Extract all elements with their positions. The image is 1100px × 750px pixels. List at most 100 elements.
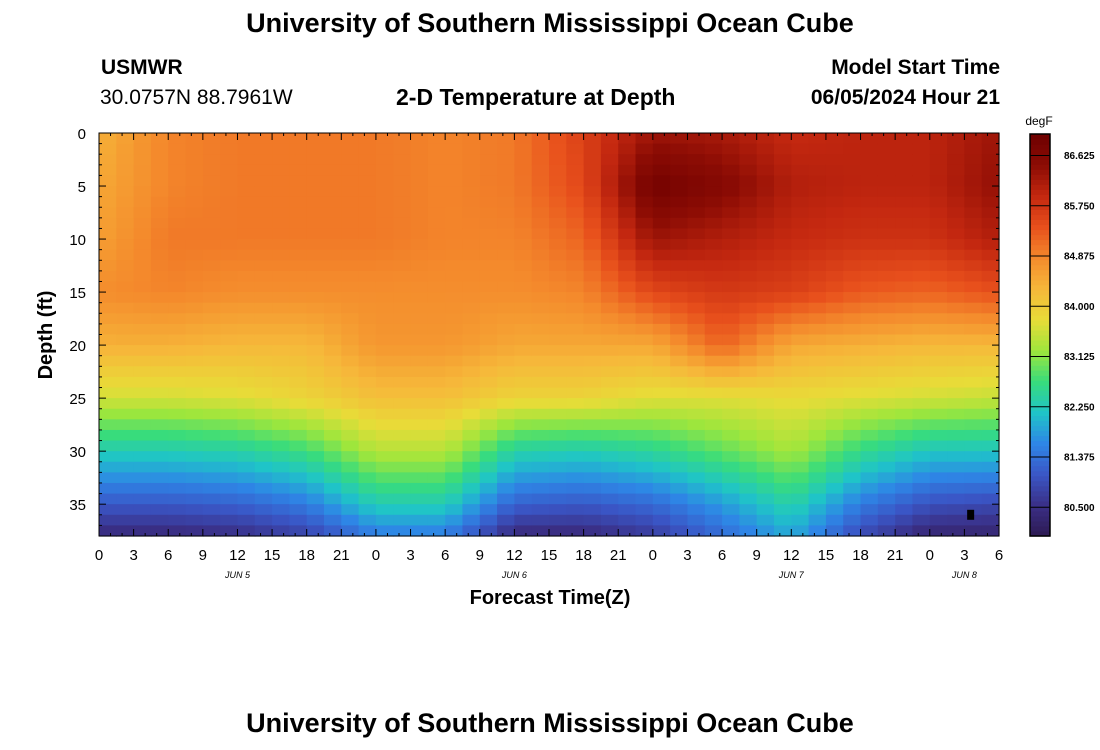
heatmap-cell: [739, 355, 758, 367]
heatmap-cell: [808, 249, 827, 261]
x-tick-label: 3: [129, 547, 137, 564]
heatmap-cell: [895, 461, 914, 473]
heatmap-cell: [929, 323, 948, 336]
heatmap-cell: [774, 270, 792, 283]
heatmap-cell: [843, 472, 862, 484]
heatmap-cell: [479, 355, 498, 367]
heatmap-cell: [462, 504, 481, 516]
heatmap-cell: [670, 175, 689, 187]
heatmap-cell: [912, 376, 931, 389]
heatmap-cell: [964, 482, 983, 495]
heatmap-cell: [324, 493, 342, 505]
heatmap-cell: [774, 376, 792, 389]
heatmap-cell: [774, 440, 792, 452]
heatmap-cell: [635, 398, 654, 410]
colorbar-segment: [1030, 375, 1050, 381]
heatmap-cell: [652, 313, 671, 325]
heatmap-cell: [600, 281, 619, 293]
heatmap-cell: [341, 429, 360, 442]
heatmap-cell: [497, 228, 515, 240]
colorbar-segment: [1030, 139, 1050, 145]
heatmap-cell: [722, 292, 740, 304]
heatmap-cell: [375, 429, 394, 442]
heatmap-cell: [445, 186, 464, 198]
heatmap-cell: [410, 525, 429, 537]
heatmap-cell: [479, 133, 498, 145]
heatmap-cell: [462, 143, 481, 155]
heatmap-cell: [133, 504, 152, 516]
heatmap-cell: [981, 525, 1000, 537]
heatmap-cell: [877, 323, 896, 336]
heatmap-cell: [843, 334, 862, 346]
heatmap-cell: [341, 419, 360, 431]
heatmap-cell: [583, 345, 602, 357]
heatmap-cell: [722, 387, 740, 399]
heatmap-cell: [843, 207, 862, 219]
heatmap-cell: [116, 345, 135, 357]
heatmap-cell: [133, 461, 152, 473]
heatmap-cell: [774, 461, 792, 473]
heatmap-cell: [202, 260, 221, 272]
heatmap-cell: [306, 207, 325, 219]
x-tick-label: 21: [887, 547, 904, 564]
heatmap-cell: [618, 334, 637, 346]
heatmap-cell: [549, 366, 567, 378]
heatmap-cell: [791, 133, 810, 145]
heatmap-cell: [652, 408, 671, 420]
heatmap-cell: [237, 270, 256, 283]
heatmap-cell: [652, 249, 671, 261]
heatmap-cell: [981, 376, 1000, 389]
heatmap-cell: [566, 461, 585, 473]
heatmap-cell: [808, 366, 827, 378]
heatmap-cell: [445, 133, 464, 145]
colorbar-unit-label: degF: [1025, 114, 1052, 128]
colorbar-tick-label: 82.250: [1064, 402, 1095, 413]
heatmap-cell: [514, 239, 533, 251]
heatmap-cell: [566, 175, 585, 187]
heatmap-cell: [964, 143, 983, 155]
heatmap-cell: [202, 143, 221, 155]
colorbar-segment: [1030, 440, 1050, 447]
heatmap-cell: [549, 504, 567, 516]
heatmap-cell: [635, 186, 654, 198]
heatmap-cell: [497, 398, 515, 410]
heatmap-cell: [635, 355, 654, 367]
heatmap-cell: [445, 482, 464, 495]
heatmap-cell: [947, 228, 965, 240]
heatmap-cell: [652, 143, 671, 155]
heatmap-cell: [393, 419, 412, 431]
heatmap-cell: [549, 249, 567, 261]
heatmap-cell: [860, 292, 879, 304]
heatmap-cell: [566, 154, 585, 166]
heatmap-cell: [237, 164, 256, 177]
heatmap-cell: [739, 451, 758, 463]
colorbar-segment: [1030, 470, 1050, 477]
heatmap-cell: [739, 440, 758, 452]
heatmap-cell: [843, 429, 862, 442]
heatmap-cell: [739, 302, 758, 314]
heatmap-cell: [237, 133, 256, 145]
heatmap-cell: [341, 196, 360, 208]
heatmap-cell: [808, 345, 827, 357]
heatmap-cell: [704, 461, 723, 473]
heatmap-cell: [220, 514, 239, 526]
heatmap-cell: [358, 270, 377, 283]
heatmap-cell: [652, 440, 671, 452]
heatmap-cell: [168, 419, 187, 431]
heatmap-cell: [860, 249, 879, 261]
heatmap-cell: [341, 228, 360, 240]
heatmap-cell: [237, 504, 256, 516]
heatmap-cell: [393, 143, 412, 155]
heatmap-cell: [756, 408, 775, 420]
heatmap-cell: [756, 302, 775, 314]
heatmap-cell: [168, 143, 187, 155]
colorbar-segment: [1030, 335, 1050, 341]
heatmap-cell: [514, 292, 533, 304]
heatmap-cell: [825, 154, 844, 166]
heatmap-cell: [600, 419, 619, 431]
heatmap-cell: [133, 270, 152, 283]
x-tick-label: 0: [926, 547, 934, 564]
heatmap-cell: [427, 313, 446, 325]
heatmap-cell: [99, 419, 117, 431]
